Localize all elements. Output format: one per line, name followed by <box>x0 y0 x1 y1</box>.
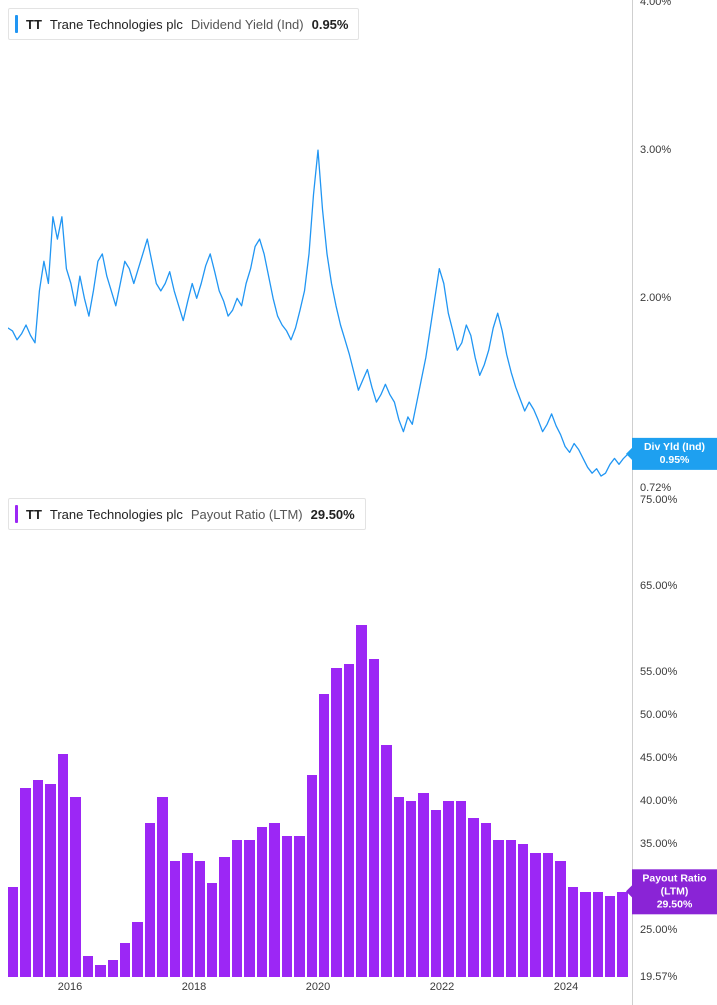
payout-ratio-bar[interactable] <box>294 836 304 977</box>
yaxis-tick-label: 19.57% <box>640 971 677 983</box>
yaxis-tick-label: 25.00% <box>640 924 677 936</box>
legend-series: Payout Ratio (LTM) <box>191 507 303 522</box>
payout-ratio-bar[interactable] <box>269 823 279 977</box>
xaxis-tick-label: 2018 <box>182 981 206 993</box>
payout-ratio-bar[interactable] <box>70 797 80 977</box>
payout-ratio-bar[interactable] <box>33 780 43 977</box>
payout-ratio-bar[interactable] <box>506 840 516 977</box>
payout-ratio-bar[interactable] <box>394 797 404 977</box>
legend-value: 29.50% <box>311 507 355 522</box>
xaxis-tick-label: 2024 <box>554 981 578 993</box>
payout-ratio-bar[interactable] <box>145 823 155 977</box>
payout-ratio-bar[interactable] <box>493 840 503 977</box>
xaxis-tick-label: 2022 <box>430 981 454 993</box>
payout-ratio-yaxis: 75.00% 65.00% 55.00% 50.00% 45.00% 40.00% 35.0… <box>632 490 717 1005</box>
payout-ratio-bar[interactable] <box>120 943 130 977</box>
payout-ratio-bar[interactable] <box>530 853 540 977</box>
yaxis-tick-label: 75.00% <box>640 494 677 506</box>
payout-ratio-legend[interactable]: TT Trane Technologies plc Payout Ratio (… <box>8 498 366 530</box>
payout-ratio-bar[interactable] <box>170 861 180 977</box>
flag-title: Payout Ratio (LTM) <box>642 872 706 897</box>
yaxis-tick-label: 50.00% <box>640 709 677 721</box>
payout-ratio-bar[interactable] <box>195 861 205 977</box>
payout-ratio-bar[interactable] <box>555 861 565 977</box>
payout-ratio-bar[interactable] <box>257 827 267 977</box>
payout-ratio-bar[interactable] <box>593 892 603 977</box>
shared-xaxis: 2016 2018 2020 2022 2024 <box>8 981 628 997</box>
payout-ratio-bar[interactable] <box>418 793 428 977</box>
payout-ratio-bar[interactable] <box>45 784 55 977</box>
legend-ticker: TT <box>26 17 42 32</box>
flag-value: 0.95% <box>660 454 690 466</box>
yaxis-tick-label: 55.00% <box>640 666 677 678</box>
payout-ratio-flag: Payout Ratio (LTM) 29.50% <box>632 869 717 914</box>
payout-ratio-bar[interactable] <box>83 956 93 977</box>
payout-ratio-bar[interactable] <box>207 883 217 977</box>
payout-ratio-bar[interactable] <box>232 840 242 977</box>
payout-ratio-bar[interactable] <box>219 857 229 977</box>
xaxis-tick-label: 2020 <box>306 981 330 993</box>
payout-ratio-panel: 75.00% 65.00% 55.00% 50.00% 45.00% 40.00% 35.0… <box>0 490 717 1005</box>
payout-ratio-bar[interactable] <box>356 625 366 977</box>
dividend-yield-chart[interactable] <box>8 0 628 490</box>
payout-ratio-bar[interactable] <box>443 801 453 977</box>
payout-ratio-bar[interactable] <box>468 818 478 977</box>
payout-ratio-bar[interactable] <box>244 840 254 977</box>
payout-ratio-bar[interactable] <box>344 664 354 977</box>
xaxis-tick-label: 2016 <box>58 981 82 993</box>
dividend-yield-yaxis: 4.00%3.00%2.00%1.00%0.87%0.72% Div Yld (… <box>632 0 717 490</box>
payout-ratio-bar[interactable] <box>182 853 192 977</box>
payout-ratio-bar[interactable] <box>58 754 68 977</box>
payout-ratio-bar[interactable] <box>369 659 379 977</box>
payout-ratio-bar[interactable] <box>568 887 578 977</box>
payout-ratio-bar[interactable] <box>456 801 466 977</box>
payout-ratio-bar[interactable] <box>319 694 329 977</box>
yaxis-tick-label: 35.00% <box>640 838 677 850</box>
yaxis-line <box>632 490 633 1005</box>
yaxis-tick-label: 65.00% <box>640 580 677 592</box>
dividend-yield-flag: Div Yld (Ind) 0.95% <box>632 438 717 470</box>
legend-value: 0.95% <box>312 17 349 32</box>
payout-ratio-bar[interactable] <box>605 896 615 977</box>
payout-ratio-bar[interactable] <box>481 823 491 977</box>
yaxis-tick-label: 2.00% <box>640 292 671 304</box>
yaxis-tick-label: 40.00% <box>640 795 677 807</box>
legend-color-tick <box>15 505 18 523</box>
payout-ratio-bar[interactable] <box>20 788 30 977</box>
payout-ratio-bar[interactable] <box>157 797 167 977</box>
legend-company: Trane Technologies plc <box>50 507 183 522</box>
flag-title: Div Yld (Ind) <box>644 441 705 453</box>
payout-ratio-bar[interactable] <box>381 745 391 977</box>
yaxis-tick-label: 4.00% <box>640 0 671 8</box>
payout-ratio-chart[interactable] <box>8 490 628 1005</box>
payout-ratio-bar[interactable] <box>331 668 341 977</box>
legend-ticker: TT <box>26 507 42 522</box>
flag-value: 29.50% <box>657 898 693 910</box>
legend-color-tick <box>15 15 18 33</box>
payout-ratio-bar[interactable] <box>580 892 590 977</box>
payout-ratio-bar[interactable] <box>282 836 292 977</box>
legend-company: Trane Technologies plc <box>50 17 183 32</box>
payout-ratio-bar[interactable] <box>406 801 416 977</box>
payout-ratio-bar[interactable] <box>8 887 18 977</box>
yaxis-tick-label: 3.00% <box>640 144 671 156</box>
legend-series: Dividend Yield (Ind) <box>191 17 304 32</box>
payout-ratio-bar[interactable] <box>95 965 105 977</box>
payout-ratio-bar[interactable] <box>543 853 553 977</box>
payout-ratio-bar[interactable] <box>108 960 118 977</box>
yaxis-tick-label: 45.00% <box>640 752 677 764</box>
dividend-yield-legend[interactable]: TT Trane Technologies plc Dividend Yield… <box>8 8 359 40</box>
payout-ratio-bar[interactable] <box>307 775 317 977</box>
payout-ratio-bar[interactable] <box>617 892 627 977</box>
dividend-yield-panel: 4.00%3.00%2.00%1.00%0.87%0.72% Div Yld (… <box>0 0 717 490</box>
payout-ratio-bar[interactable] <box>518 844 528 977</box>
payout-ratio-bar[interactable] <box>132 922 142 977</box>
yaxis-line <box>632 0 633 490</box>
payout-ratio-bar[interactable] <box>431 810 441 977</box>
